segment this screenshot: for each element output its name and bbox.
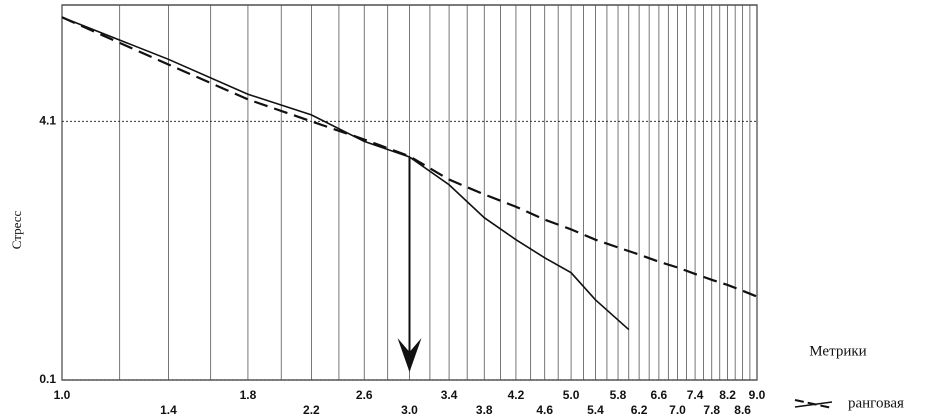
x-tick-label: 7.8 [703,403,720,417]
x-tick-label: 7.4 [687,388,704,402]
x-tick-label: 5.8 [610,388,627,402]
legend-label: ранговая [848,395,904,411]
x-tick-label: 5.0 [563,388,580,402]
y-tick-label: 0.1 [39,372,56,386]
x-tick-label: 2.2 [303,403,320,417]
y-tick-label: 4.1 [39,114,56,128]
x-tick-label: 8.2 [719,388,736,402]
x-tick-label: 1.8 [240,388,257,402]
x-tick-label: 6.2 [631,403,648,417]
series-line [61,16,758,298]
x-tick-label: 3.8 [476,403,493,417]
x-tick-label: 4.2 [508,388,525,402]
arrow-head [397,338,422,372]
x-tick-label: 8.6 [734,403,751,417]
x-tick-label: 5.4 [587,403,604,417]
x-tick-label: 4.6 [536,403,553,417]
series-line [61,16,630,331]
x-axis-label: Метрики [809,343,866,359]
y-axis-label: Стресс [9,211,24,250]
x-tick-label: 3.4 [441,388,458,402]
x-tick-label: 1.4 [160,403,177,417]
x-tick-label: 1.0 [54,388,71,402]
legend-swatch [794,401,833,408]
x-tick-label: 9.0 [749,388,766,402]
x-tick-label: 6.6 [651,388,668,402]
x-tick-label: 2.6 [356,388,373,402]
x-tick-label: 3.0 [401,403,418,417]
x-tick-label: 7.0 [669,403,686,417]
